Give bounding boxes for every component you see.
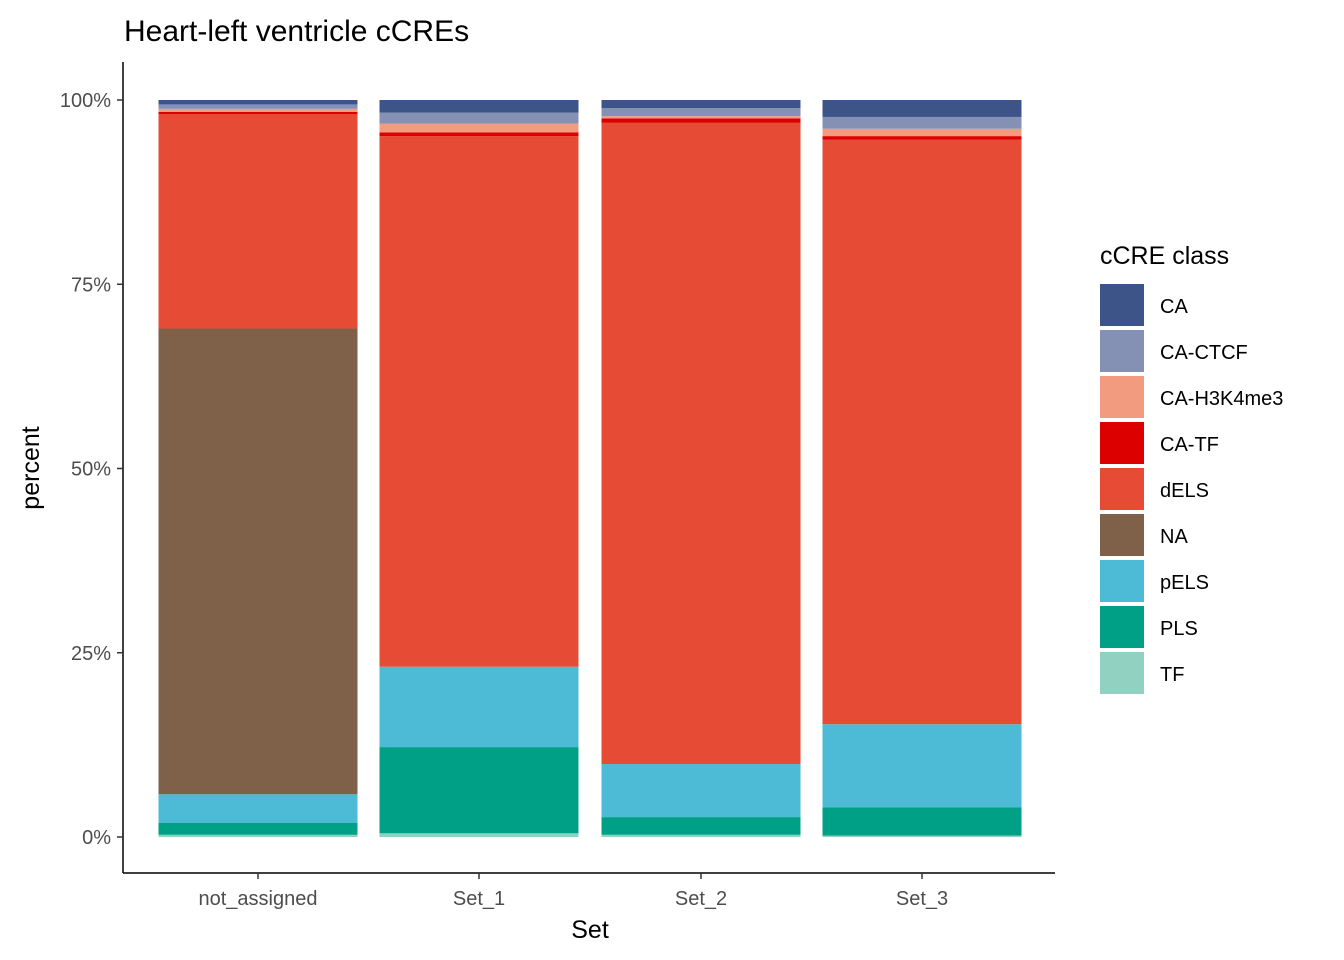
legend-key-PLS bbox=[1100, 606, 1144, 648]
bar-segment-Set_3-dELS bbox=[822, 139, 1022, 725]
bar-segment-Set_1-CA-H3K4me3 bbox=[379, 123, 579, 133]
bar-segment-not_assigned-TF bbox=[158, 834, 358, 837]
legend-key-CA-CTCF bbox=[1100, 330, 1144, 372]
bar-segment-Set_2-PLS bbox=[601, 817, 801, 835]
bar-segment-Set_3-CA-TF bbox=[822, 136, 1022, 140]
y-axis-title: percent bbox=[17, 426, 45, 509]
legend-label-TF: TF bbox=[1160, 664, 1184, 686]
bar-segment-Set_1-CA bbox=[379, 100, 579, 113]
bar-segment-Set_1-PLS bbox=[379, 747, 579, 834]
y-tick-label: 75% bbox=[71, 274, 111, 296]
legend-label-pELS: pELS bbox=[1160, 572, 1209, 594]
x-axis-title: Set bbox=[571, 916, 609, 944]
bar-segment-Set_2-CA-H3K4me3 bbox=[601, 116, 801, 119]
legend-key-CA-TF bbox=[1100, 422, 1144, 464]
legend-key-dELS bbox=[1100, 468, 1144, 510]
x-tick-label: Set_1 bbox=[453, 888, 505, 910]
legend-label-CA: CA bbox=[1160, 296, 1188, 318]
legend-key-TF bbox=[1100, 652, 1144, 694]
x-tick-label: Set_3 bbox=[896, 888, 948, 910]
x-axis-ticks: not_assigned Set_1 Set_2 Set_3 bbox=[199, 873, 948, 910]
bar-segment-Set_1-CA-TF bbox=[379, 132, 579, 137]
bar-segment-Set_2-dELS bbox=[601, 122, 801, 765]
bar-segment-not_assigned-PLS bbox=[158, 822, 358, 835]
bar-segment-Set_2-CA-TF bbox=[601, 118, 801, 123]
bar-segment-Set_2-CA-CTCF bbox=[601, 108, 801, 117]
bar-segment-not_assigned-CA-TF bbox=[158, 111, 358, 115]
bar-segment-Set_1-dELS bbox=[379, 136, 579, 667]
y-tick-label: 25% bbox=[71, 643, 111, 665]
bar-segment-not_assigned-pELS bbox=[158, 794, 358, 823]
y-tick-label: 100% bbox=[60, 90, 111, 112]
bar-segment-Set_1-CA-CTCF bbox=[379, 112, 579, 124]
legend-label-NA: NA bbox=[1160, 526, 1188, 548]
legend-key-CA-H3K4me3 bbox=[1100, 376, 1144, 418]
legend-key-CA bbox=[1100, 284, 1144, 326]
bar-segment-not_assigned-CA bbox=[158, 100, 358, 105]
bar-segment-Set_2-TF bbox=[601, 834, 801, 837]
y-axis-ticks: 0% 25% 50% 75% 100% bbox=[60, 90, 123, 849]
bar-segment-Set_2-pELS bbox=[601, 764, 801, 818]
bar-segment-Set_1-pELS bbox=[379, 666, 579, 748]
bar-segment-Set_3-PLS bbox=[822, 807, 1022, 836]
bar-segment-Set_3-CA-H3K4me3 bbox=[822, 128, 1022, 137]
legend-title: cCRE class bbox=[1100, 242, 1229, 270]
x-tick-label: not_assigned bbox=[199, 888, 318, 910]
bar-segment-Set_3-TF bbox=[822, 835, 1022, 837]
bar-segment-Set_3-pELS bbox=[822, 724, 1022, 808]
plot-bars bbox=[158, 100, 1022, 837]
bar-segment-Set_3-CA bbox=[822, 100, 1022, 117]
legend-label-CA-H3K4me3: CA-H3K4me3 bbox=[1160, 388, 1283, 410]
legend-label-PLS: PLS bbox=[1160, 618, 1198, 640]
x-tick-label: Set_2 bbox=[675, 888, 727, 910]
bar-segment-not_assigned-dELS bbox=[158, 114, 358, 329]
y-tick-label: 50% bbox=[71, 459, 111, 481]
bar-segment-Set_3-CA-CTCF bbox=[822, 116, 1022, 129]
chart-title: Heart-left ventricle cCREs bbox=[124, 15, 469, 48]
bar-segment-not_assigned-NA bbox=[158, 328, 358, 795]
legend-key-NA bbox=[1100, 514, 1144, 556]
bar-segment-not_assigned-CA-CTCF bbox=[158, 104, 358, 109]
legend-label-dELS: dELS bbox=[1160, 480, 1209, 502]
y-tick-label: 0% bbox=[82, 827, 111, 849]
legend-label-CA-TF: CA-TF bbox=[1160, 434, 1219, 456]
bar-segment-Set_1-TF bbox=[379, 833, 579, 837]
bar-segment-not_assigned-CA-H3K4me3 bbox=[158, 108, 358, 112]
legend: CA CA-CTCF CA-H3K4me3 CA-TF dELS NA pELS PLS TF bbox=[1100, 284, 1283, 694]
bar-segment-Set_2-CA bbox=[601, 100, 801, 109]
legend-label-CA-CTCF: CA-CTCF bbox=[1160, 342, 1248, 364]
legend-key-pELS bbox=[1100, 560, 1144, 602]
